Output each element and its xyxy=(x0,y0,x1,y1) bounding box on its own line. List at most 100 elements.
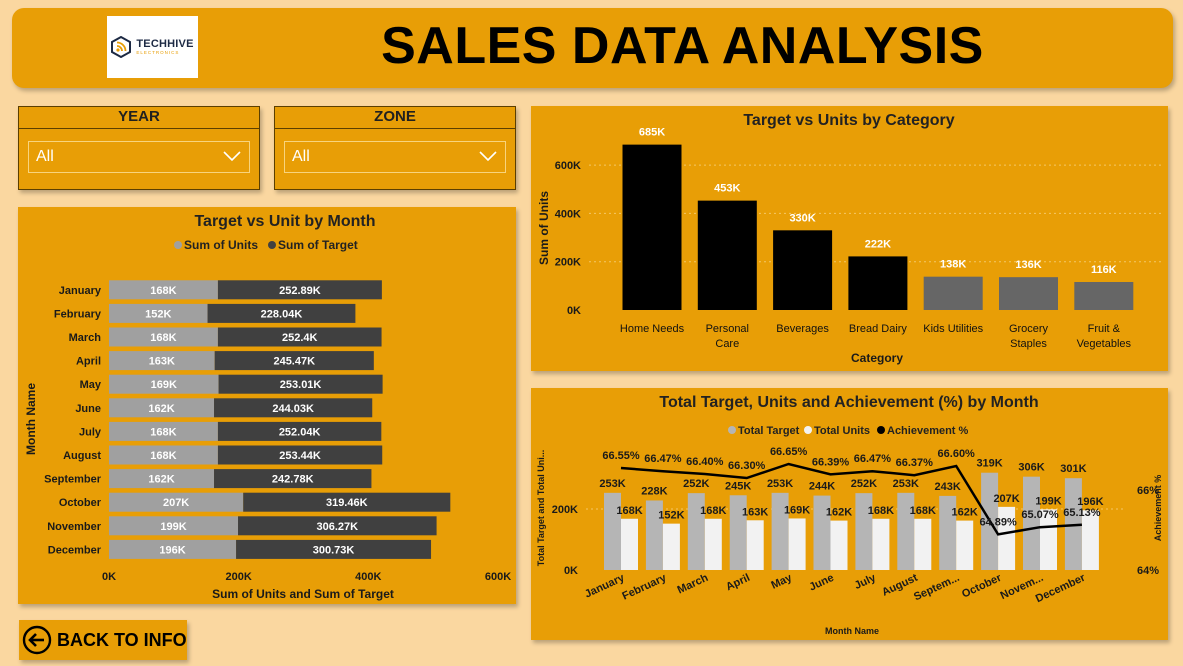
legend-marker-target xyxy=(268,241,276,249)
units-bar xyxy=(109,539,237,559)
category-bar xyxy=(773,230,833,310)
units-column xyxy=(788,518,806,570)
target-column xyxy=(897,492,915,570)
achievement-data-label: 66.40% xyxy=(686,456,724,468)
target-data-label: 252.04K xyxy=(279,426,321,438)
units-column xyxy=(998,506,1016,570)
back-button-label: BACK TO INFO xyxy=(57,629,187,650)
y-tick-label: 600K xyxy=(555,160,581,172)
month-tick-label: April xyxy=(724,572,752,593)
units-data-label: 168K xyxy=(150,426,176,438)
target-data-label: 252.89K xyxy=(279,285,321,297)
month-tick-label: December xyxy=(48,544,102,556)
units-bar xyxy=(109,492,244,512)
legend-marker xyxy=(728,426,736,434)
units-column xyxy=(956,520,974,570)
category-tick-label: Personal xyxy=(706,323,749,335)
units-data-label: 196K xyxy=(159,544,185,556)
units-bar xyxy=(109,351,215,371)
target-data-label: 245.47K xyxy=(273,356,315,368)
y-axis-title: Month Name xyxy=(24,383,38,455)
target-data-label: 253K xyxy=(893,478,919,490)
units-bar xyxy=(109,398,215,418)
month-tick-label: July xyxy=(853,571,879,592)
units-bar xyxy=(109,421,218,441)
y2-tick-label: 64% xyxy=(1137,565,1159,577)
units-column xyxy=(746,520,764,570)
target-bar xyxy=(217,327,382,347)
units-bar xyxy=(109,280,218,300)
units-data-label: 168K xyxy=(150,450,176,462)
target-bar xyxy=(214,398,373,418)
year-dropdown[interactable]: All xyxy=(28,141,250,173)
units-bar xyxy=(109,516,239,536)
target-data-label: 244.03K xyxy=(272,403,314,415)
company-logo: TECHHIVE ELECTRONICS xyxy=(107,16,198,78)
x-tick-label: 600K xyxy=(485,571,511,583)
category-bar xyxy=(697,200,757,310)
target-column xyxy=(729,495,747,570)
y-tick-label: 0K xyxy=(567,305,581,317)
achievement-data-label: 66.47% xyxy=(854,453,892,465)
x-tick-label: 400K xyxy=(355,571,381,583)
combo-chart-panel: Total Target, Units and Achievement (%) … xyxy=(531,388,1168,640)
target-data-label: 300.73K xyxy=(313,544,355,556)
category-tick-label: Staples xyxy=(1010,338,1047,350)
units-data-label: 168K xyxy=(150,285,176,297)
units-data-label: 163K xyxy=(742,506,768,518)
category-tick-label: Beverages xyxy=(776,323,829,335)
month-tick-label: April xyxy=(76,356,101,368)
category-tick-label: Care xyxy=(715,338,739,350)
target-data-label: 253K xyxy=(599,478,625,490)
y-axis-title: Sum of Units xyxy=(537,191,551,265)
wifi-hexagon-icon xyxy=(111,36,132,58)
category-data-label: 453K xyxy=(714,183,740,195)
units-data-label: 152K xyxy=(658,510,684,522)
legend-label: Sum of Units xyxy=(184,238,258,252)
category-bar xyxy=(622,144,682,310)
target-column xyxy=(1023,476,1040,570)
target-bar xyxy=(214,469,372,489)
y-tick-label: 200K xyxy=(555,257,581,269)
y-tick-label: 200K xyxy=(552,504,578,516)
combo-chart: Total Target, Units and Achievement (%) … xyxy=(536,394,1163,636)
target-data-label: 253.44K xyxy=(279,450,321,462)
category-data-label: 136K xyxy=(1015,259,1041,271)
month-tick-label: September xyxy=(44,474,102,486)
achievement-line xyxy=(620,462,1082,536)
target-bar xyxy=(217,421,382,441)
units-data-label: 162K xyxy=(148,403,174,415)
category-bar xyxy=(1074,281,1134,310)
units-column xyxy=(1081,510,1099,570)
target-column xyxy=(604,492,621,570)
units-bar xyxy=(109,445,218,465)
zone-dropdown[interactable]: All xyxy=(284,141,506,173)
back-to-info-button[interactable]: BACK TO INFO xyxy=(19,620,187,660)
units-column xyxy=(1040,509,1057,570)
legend-marker xyxy=(804,426,812,434)
month-tick-label: February xyxy=(620,571,669,602)
category-bar xyxy=(848,256,908,310)
target-bar xyxy=(214,351,374,371)
units-data-label: 168K xyxy=(700,505,726,517)
achievement-data-label: 66.37% xyxy=(896,457,934,469)
arrow-left-circle-icon xyxy=(22,625,52,655)
achievement-data-label: 66.55% xyxy=(602,450,640,462)
units-data-label: 168K xyxy=(910,505,936,517)
month-bar-chart: Target vs Unit by Month Sum of Units Sum o… xyxy=(24,213,511,601)
category-data-label: 685K xyxy=(639,127,665,139)
achievement-data-label: 66.60% xyxy=(938,448,976,460)
target-column xyxy=(645,500,663,570)
category-chart-panel: Target vs Units by Category 0K 200K 400K 600… xyxy=(531,106,1168,371)
units-data-label: 207K xyxy=(163,497,189,509)
target-data-label: 228.04K xyxy=(261,308,303,320)
month-tick-label: March xyxy=(69,332,102,344)
target-column xyxy=(855,493,873,570)
chevron-down-icon xyxy=(479,151,497,162)
month-tick-label: August xyxy=(63,450,101,462)
target-data-label: 243K xyxy=(935,481,961,493)
target-data-label: 244K xyxy=(809,481,835,493)
units-bar xyxy=(109,327,218,347)
units-data-label: 169K xyxy=(784,504,810,516)
category-data-label: 222K xyxy=(865,238,891,250)
